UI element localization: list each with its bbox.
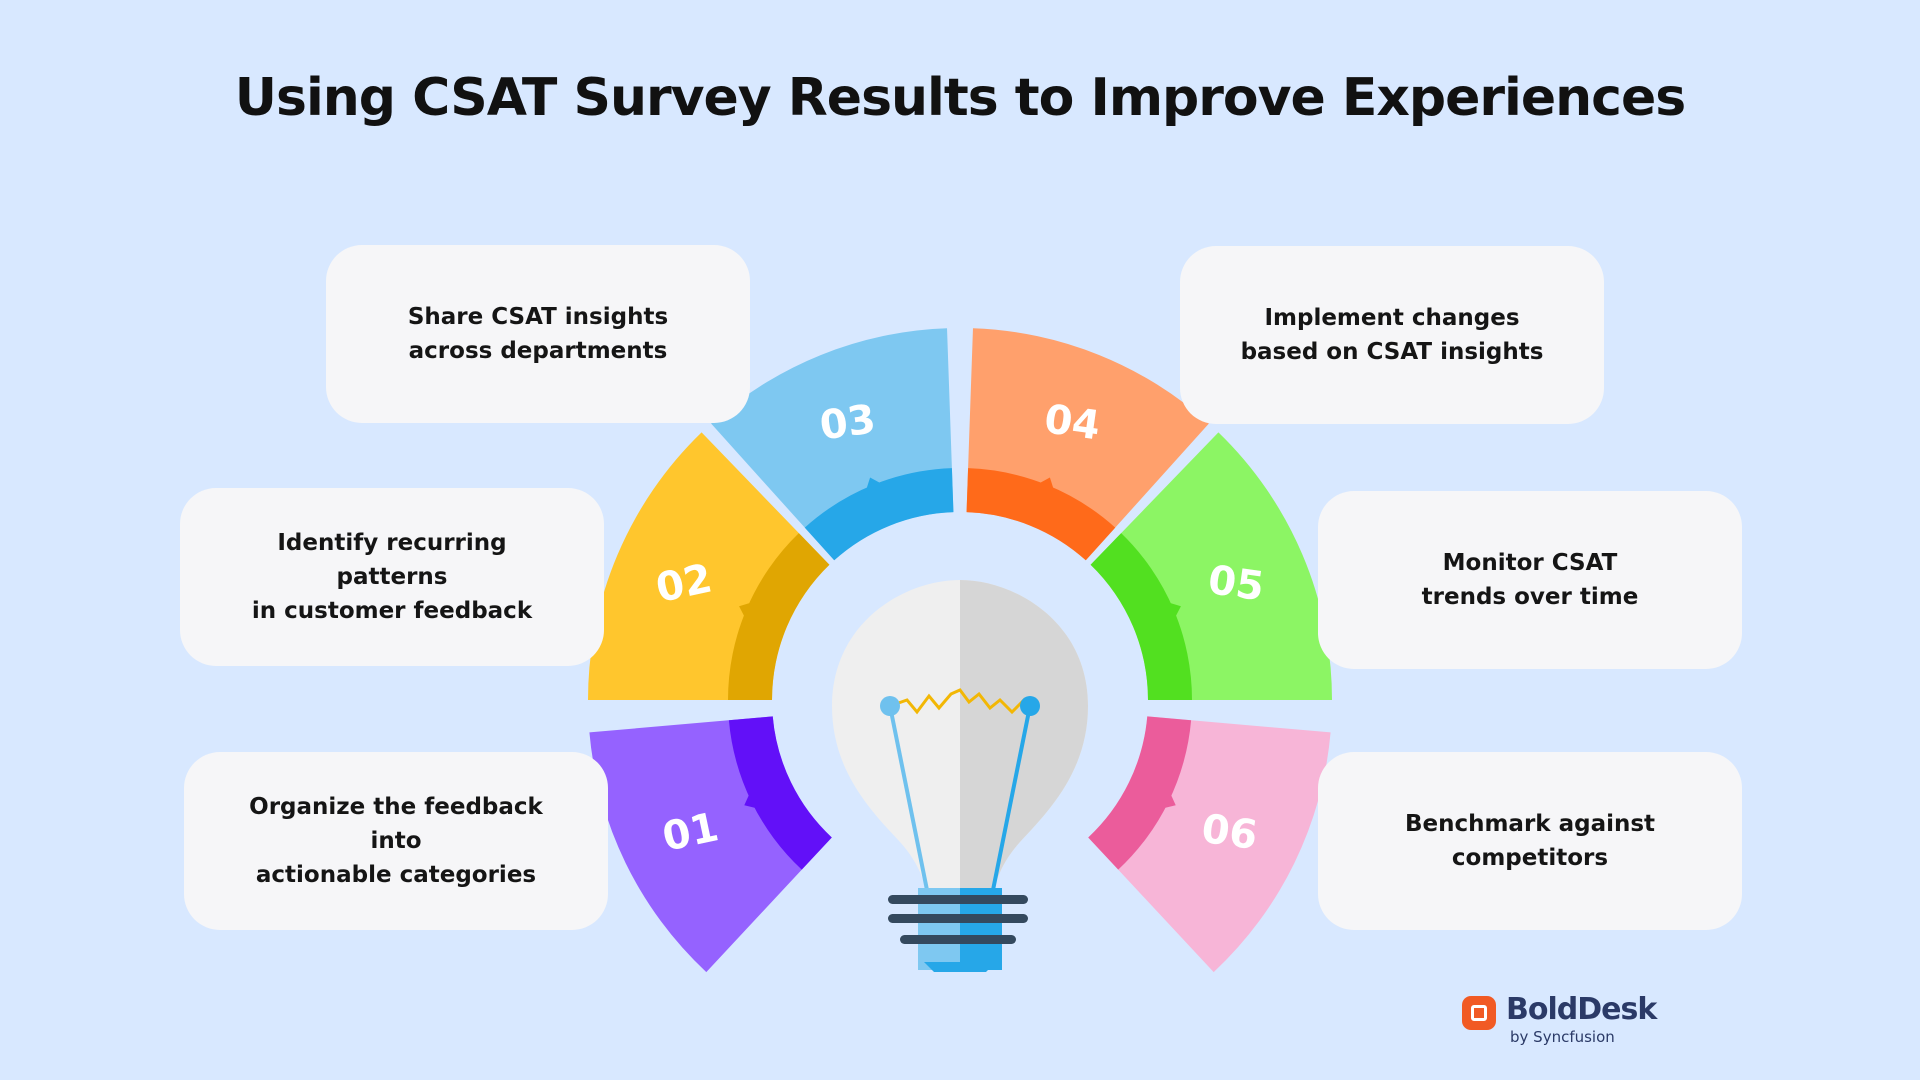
segment-06-notch — [1157, 788, 1176, 810]
segment-04-notch — [1033, 477, 1056, 496]
brand-name: BoldDesk — [1506, 992, 1657, 1027]
step-3-text: Share CSAT insights across departments — [407, 304, 669, 364]
page-title: Using CSAT Survey Results to Improve Exp… — [234, 68, 1686, 128]
segment-02-inner-band — [727, 533, 830, 700]
segment-04-inner-band — [966, 468, 1116, 561]
step-05-number: 05 — [1205, 557, 1267, 610]
step-01-number: 01 — [659, 804, 723, 861]
segment-01-inner-band — [728, 716, 832, 870]
step-03-number: 03 — [817, 396, 879, 449]
segment-02-notch — [739, 600, 757, 623]
step-2-text: Identify recurring patterns in customer … — [251, 530, 533, 624]
segment-05-inner-band — [1090, 533, 1192, 700]
step-5-card: Monitor CSAT trends over time — [1318, 491, 1742, 669]
step-5-text: Monitor CSAT trends over time — [1421, 550, 1639, 610]
step-6-text: Benchmark against competitors — [1404, 811, 1656, 871]
segment-05-notch — [1163, 600, 1181, 623]
step-3-card: Share CSAT insights across departments — [326, 245, 750, 423]
step-6-card: Benchmark against competitors — [1318, 752, 1742, 930]
step-4-card: Implement changes based on CSAT insights — [1180, 246, 1604, 424]
segment-06-inner-band — [1088, 716, 1192, 870]
light-bulb-icon — [832, 580, 1088, 972]
segment-ring: 01 02 03 04 05 06 — [588, 328, 1332, 973]
brand-subtitle: by Syncfusion — [1510, 1028, 1615, 1046]
segment-01-notch — [744, 788, 763, 810]
segment-03-notch — [864, 477, 887, 496]
step-1-text: Organize the feedback into actionable ca… — [249, 794, 543, 888]
segment-03-inner-band — [804, 468, 954, 561]
bolddesk-logo-icon — [1462, 996, 1496, 1030]
step-1-card: Organize the feedback into actionable ca… — [184, 752, 608, 930]
step-02-number: 02 — [652, 555, 716, 612]
step-2-card: Identify recurring patterns in customer … — [180, 488, 604, 666]
step-4-text: Implement changes based on CSAT insights — [1240, 305, 1544, 365]
brand-logo: BoldDesk by Syncfusion — [1460, 992, 1660, 1052]
step-06-number: 06 — [1199, 806, 1261, 859]
step-04-number: 04 — [1041, 396, 1103, 449]
